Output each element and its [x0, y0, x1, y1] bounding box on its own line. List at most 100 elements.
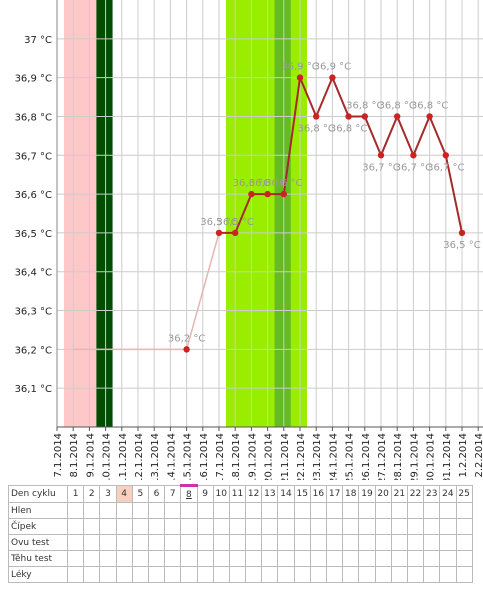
- cell: [228, 518, 247, 535]
- cell: [390, 502, 408, 519]
- x-tick-label: 17.1.2014: [215, 433, 226, 480]
- x-tick-label: 24.1.2014: [328, 433, 339, 480]
- cell: [245, 534, 263, 551]
- y-tick-label: 36,3 °C: [15, 307, 52, 318]
- data-label: 36,6 °C: [233, 178, 270, 189]
- cell: [196, 566, 214, 583]
- day-cell: 11: [228, 485, 247, 503]
- cell: [99, 534, 117, 551]
- cell: [66, 502, 85, 519]
- day-cell: 24: [439, 485, 457, 503]
- cell: [439, 534, 457, 551]
- x-tick-label: 15.1.2014: [183, 433, 194, 480]
- point: [313, 113, 320, 120]
- cell: [406, 534, 425, 551]
- cell: [66, 534, 85, 551]
- data-label: 36,8 °C: [330, 123, 367, 134]
- cell: [374, 550, 392, 567]
- x-tick-label: 14.1.2014: [166, 433, 177, 480]
- cell: [374, 502, 392, 519]
- cell: [99, 566, 117, 583]
- cell: [131, 518, 149, 535]
- cell: [180, 518, 198, 535]
- cell: [147, 518, 166, 535]
- y-tick-label: 36,5 °C: [15, 229, 52, 240]
- data-label: 36,6 °C: [265, 178, 302, 189]
- point: [442, 152, 449, 159]
- y-tick-label: 36,4 °C: [15, 268, 52, 279]
- day-cell: 17: [325, 485, 344, 503]
- row-label: Těhu test: [8, 550, 68, 567]
- table-row: Léky: [8, 566, 473, 583]
- point: [215, 229, 223, 237]
- day-cell: 1: [66, 485, 85, 503]
- cell: [358, 550, 376, 567]
- cell: [131, 566, 149, 583]
- cell: [390, 518, 408, 535]
- point: [280, 190, 287, 198]
- cell: [99, 518, 117, 535]
- cell: [309, 566, 328, 583]
- point: [458, 229, 466, 237]
- cell: [358, 502, 376, 519]
- cell: [164, 502, 182, 519]
- band: [63, 0, 97, 427]
- cell: [293, 518, 311, 535]
- cell: [261, 550, 279, 567]
- cell: [196, 550, 214, 567]
- band: [96, 0, 113, 427]
- cell: [455, 550, 473, 567]
- cell: [115, 534, 133, 551]
- x-tick-label: 9.1.2014: [85, 433, 96, 478]
- cell: [309, 502, 328, 519]
- point: [426, 113, 433, 120]
- point: [329, 74, 336, 81]
- header-row: Den cyklu 1 2 3 4 5 6 7 8 9 10 11 12 13 14 15 16 17 18 19 20…: [8, 484, 473, 503]
- x-tick-label: 21.1.2014: [280, 433, 291, 480]
- cell: [131, 502, 149, 519]
- cell: [196, 502, 214, 519]
- x-tick-label: 12.1.2014: [134, 433, 145, 480]
- x-tick-label: 31.1.2014: [442, 433, 453, 480]
- row-label: Léky: [8, 566, 68, 583]
- cell: [245, 550, 263, 567]
- data-label: 36,9 °C: [314, 62, 351, 73]
- cell: [115, 566, 133, 583]
- y-tick-label: 36,2 °C: [15, 345, 52, 356]
- point: [232, 229, 239, 237]
- day-cell: 21: [390, 485, 408, 503]
- cell: [455, 566, 473, 583]
- cell: [423, 566, 441, 583]
- x-tick-label: 25.1.2014: [345, 433, 356, 480]
- y-tick-label: 36,9 °C: [15, 74, 52, 85]
- data-label: 36,5 °C: [200, 217, 237, 228]
- cell: [358, 534, 376, 551]
- cell: [83, 566, 101, 583]
- day-cell: 7: [164, 485, 182, 503]
- y-tick-label: 36,8 °C: [15, 112, 52, 123]
- cell: [147, 566, 166, 583]
- cell: [325, 502, 344, 519]
- cell: [342, 518, 360, 535]
- cell: [423, 550, 441, 567]
- cell: [439, 550, 457, 567]
- point: [394, 113, 401, 120]
- x-tick-label: 23.1.2014: [312, 433, 323, 480]
- data-label: 36,5 °C: [443, 240, 480, 251]
- y-tick-label: 36,6 °C: [15, 190, 52, 201]
- x-tick-label: 29.1.2014: [409, 433, 420, 480]
- cell: [455, 518, 473, 535]
- data-label: 36,2 °C: [168, 333, 205, 344]
- cell: [277, 502, 295, 519]
- cell: [439, 518, 457, 535]
- cell: [228, 502, 247, 519]
- cell: [406, 550, 425, 567]
- day-cell: 12: [245, 485, 263, 503]
- cell: [309, 518, 328, 535]
- cell: [180, 550, 198, 567]
- x-tick-label: 7.1.2014: [53, 433, 64, 478]
- cell: [180, 566, 198, 583]
- cell: [358, 566, 376, 583]
- cell: [164, 534, 182, 551]
- x-tick-label: 20.1.2014: [264, 433, 275, 480]
